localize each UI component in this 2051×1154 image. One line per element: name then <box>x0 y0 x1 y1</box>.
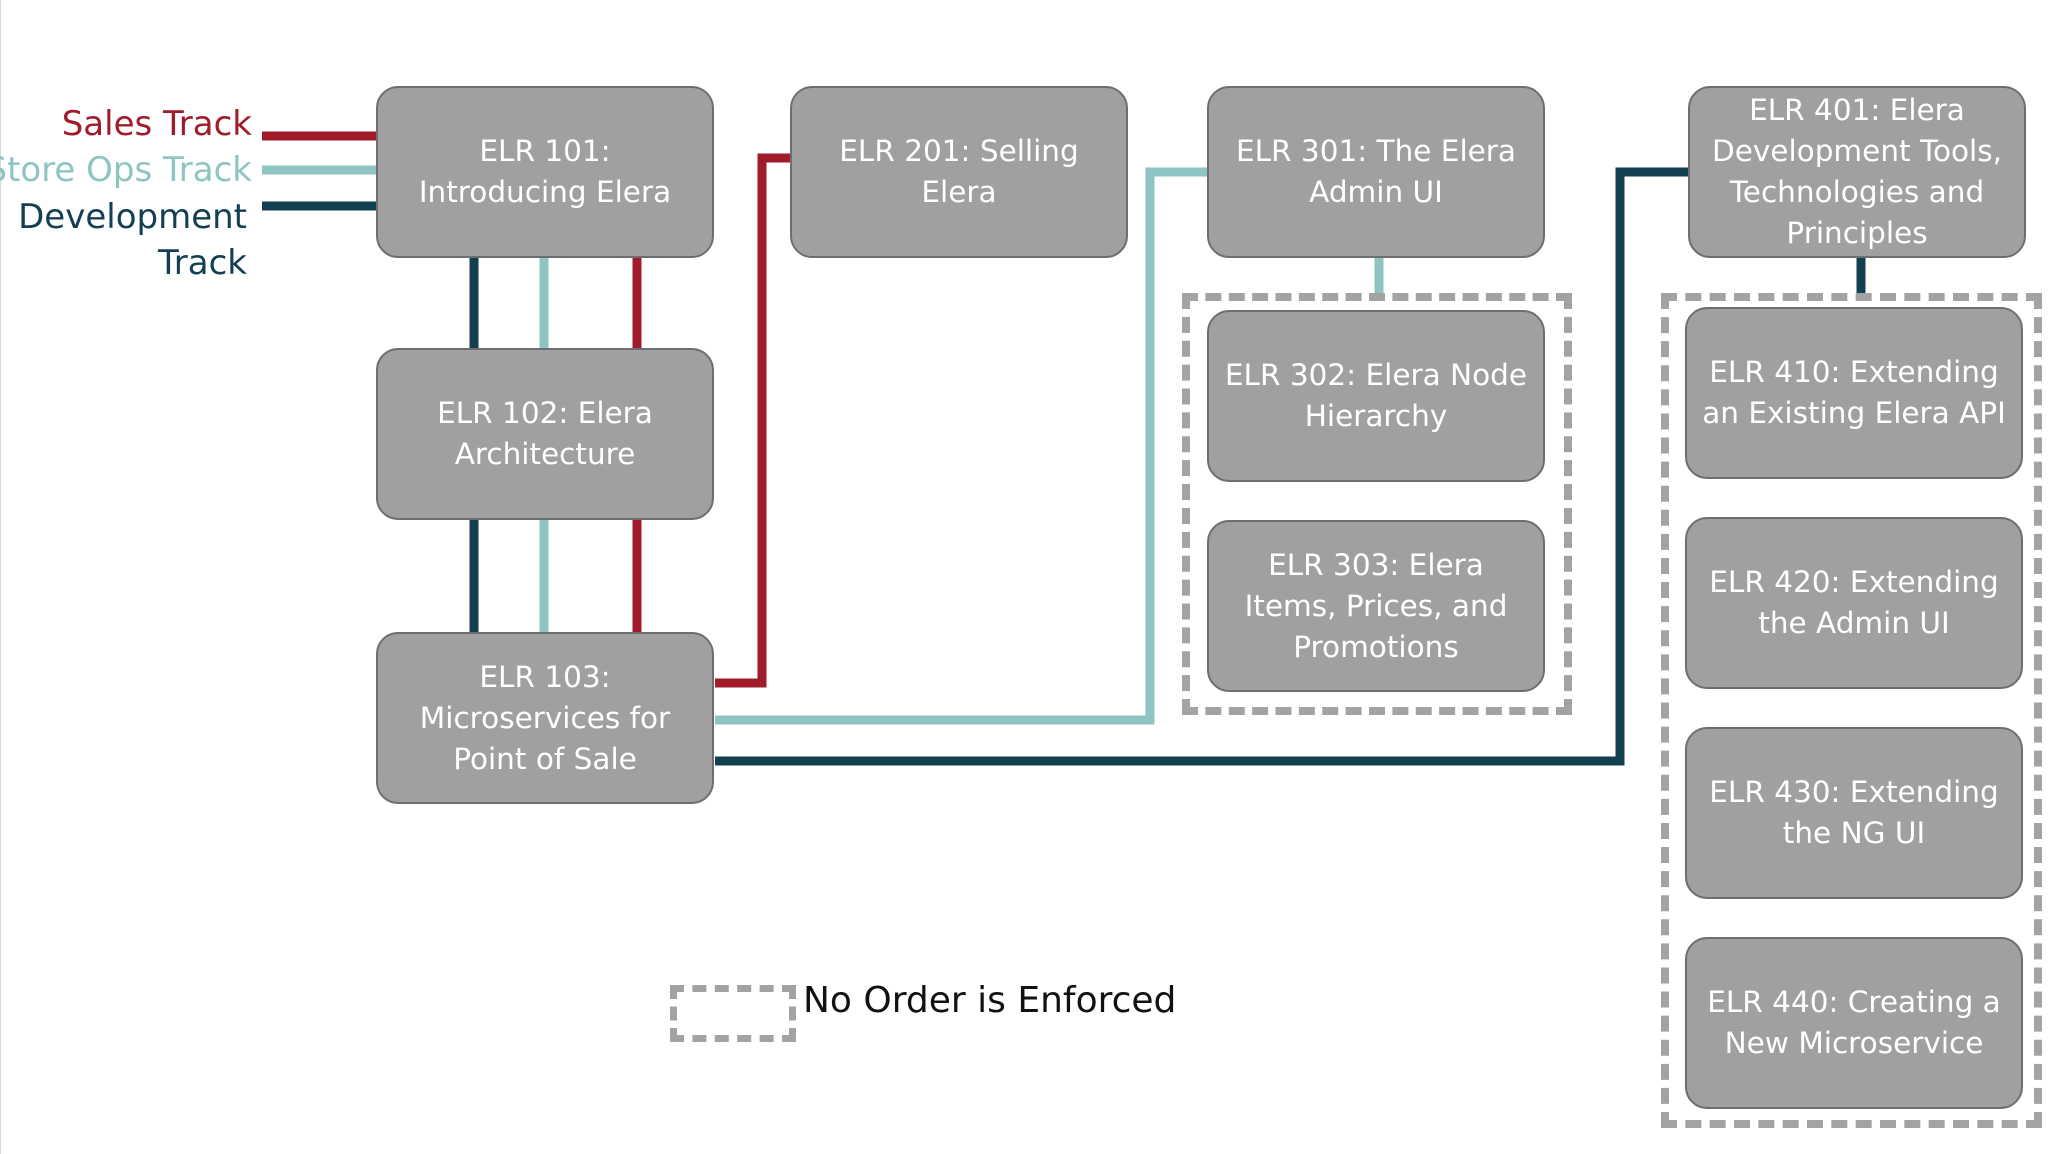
course-node-elr302[interactable]: ELR 302: Elera Node Hierarchy <box>1207 310 1545 482</box>
course-node-elr401[interactable]: ELR 401: Elera Development Tools, Techno… <box>1688 86 2026 258</box>
legend-label: No Order is Enforced <box>803 980 1177 1021</box>
course-label-elr101: ELR 101: Introducing Elera <box>418 134 672 209</box>
course-label-elr303: ELR 303: Elera Items, Prices, and Promot… <box>1244 547 1508 664</box>
course-node-elr303[interactable]: ELR 303: Elera Items, Prices, and Promot… <box>1207 520 1545 692</box>
course-node-elr440[interactable]: ELR 440: Creating a New Microservice <box>1685 937 2023 1109</box>
course-label-elr430: ELR 430: Extending the NG UI <box>1709 775 1999 850</box>
course-node-elr102[interactable]: ELR 102: Elera Architecture <box>376 348 714 520</box>
ops-connector-103-301 <box>715 167 1210 725</box>
development-track-label: Development Track <box>18 194 247 286</box>
course-node-elr301[interactable]: ELR 301: The Elera Admin UI <box>1207 86 1545 258</box>
sales-track-label: Sales Track <box>61 104 252 144</box>
store-ops-track-label: Store Ops Track <box>0 150 252 190</box>
course-node-elr201[interactable]: ELR 201: Selling Elera <box>790 86 1128 258</box>
no-order-group-400 <box>1661 293 2042 1128</box>
course-label-elr401: ELR 401: Elera Development Tools, Techno… <box>1711 93 2003 250</box>
course-label-elr102: ELR 102: Elera Architecture <box>437 396 653 471</box>
course-node-elr410[interactable]: ELR 410: Extending an Existing Elera API <box>1685 307 2023 479</box>
no-order-group-300 <box>1182 293 1572 715</box>
course-node-elr420[interactable]: ELR 420: Extending the Admin UI <box>1685 517 2023 689</box>
dev-connector-103-401 <box>715 167 1692 766</box>
course-node-elr101[interactable]: ELR 101: Introducing Elera <box>376 86 714 258</box>
development-track-label-line2: Track <box>158 243 247 283</box>
course-node-elr103[interactable]: ELR 103: Microservices for Point of Sale <box>376 632 714 804</box>
course-node-elr430[interactable]: ELR 430: Extending the NG UI <box>1685 727 2023 899</box>
course-label-elr103: ELR 103: Microservices for Point of Sale <box>419 659 671 776</box>
course-label-elr201: ELR 201: Selling Elera <box>839 134 1079 209</box>
course-label-elr302: ELR 302: Elera Node Hierarchy <box>1224 358 1528 433</box>
course-label-elr301: ELR 301: The Elera Admin UI <box>1235 134 1516 209</box>
course-label-elr440: ELR 440: Creating a New Microservice <box>1707 985 2001 1060</box>
development-track-label-line1: Development <box>18 197 247 237</box>
left-edge-line <box>0 0 1 1154</box>
legend-dashed-box <box>670 985 796 1042</box>
course-label-elr420: ELR 420: Extending the Admin UI <box>1709 565 1999 640</box>
course-label-elr410: ELR 410: Extending an Existing Elera API <box>1702 355 2006 430</box>
sales-connector-103-201 <box>715 153 793 688</box>
